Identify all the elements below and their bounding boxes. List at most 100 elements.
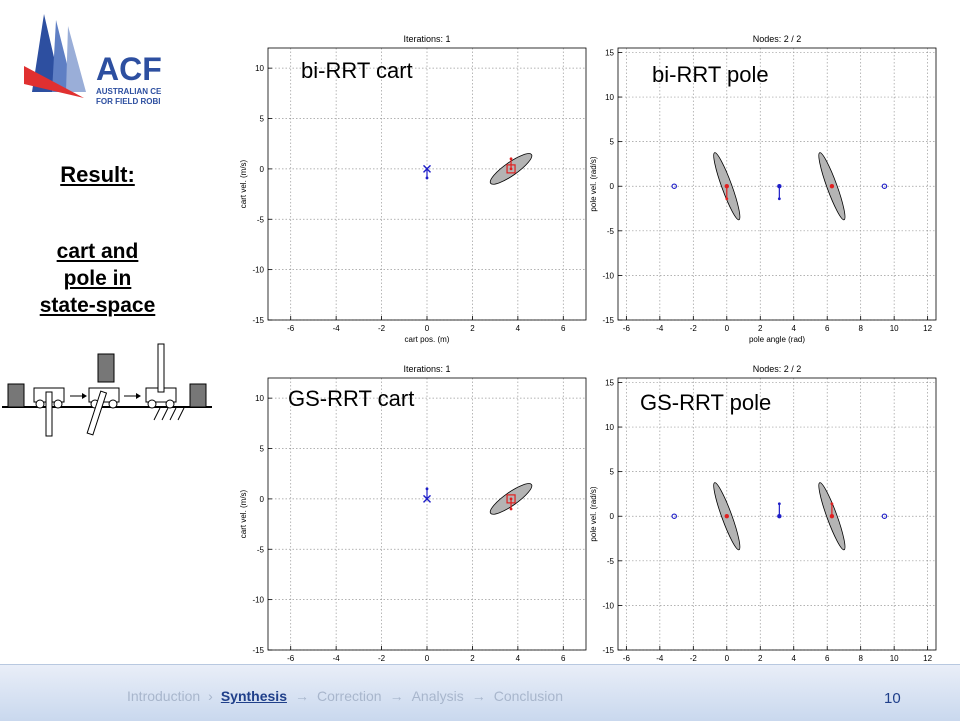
nav-separator: →: [294, 688, 309, 704]
x-tick-label: -4: [656, 324, 664, 333]
plot-overlay-label: bi-RRT pole: [652, 62, 769, 87]
x-tick-label: -4: [333, 654, 341, 663]
plot-overlay-label: GS-RRT cart: [288, 386, 415, 411]
description-line: state-space: [39, 294, 156, 317]
y-tick-label: -10: [252, 266, 264, 275]
goal-marker: [506, 494, 516, 504]
start-marker-stroke: [423, 164, 431, 173]
start-marker: [423, 164, 431, 173]
y-tick-label: 5: [610, 138, 615, 147]
x-tick-label: 6: [825, 654, 830, 663]
x-tick-label: 10: [890, 654, 899, 663]
y-tick-label: 10: [255, 64, 264, 73]
equilibrium-marker: [881, 183, 888, 189]
x-tick-label: 12: [923, 324, 932, 333]
section-breadcrumb: Introduction › Synthesis → Correction → Analys…: [127, 688, 571, 704]
acf-logo: ACF AUSTRALIAN CE FOR FIELD ROBI: [22, 12, 172, 130]
y-tick-label: 15: [605, 378, 614, 387]
y-axis-label: cart vel. (m/s): [239, 159, 248, 208]
plot-frame: [617, 377, 937, 651]
y-tick-label: -10: [602, 601, 614, 610]
y-tick-label: 0: [610, 512, 615, 521]
y-tick-label: -5: [257, 215, 265, 224]
tree-node: [509, 157, 513, 161]
y-tick-label: 10: [605, 93, 614, 102]
chart-title: Nodes: 2 / 2: [753, 34, 802, 44]
tree-node: [777, 197, 781, 201]
chart-bi-rrt-cart: Iterations: 1 -6 -4 -2 0 2 4 6 10 5 0 -5 -10 -15 cart …: [239, 34, 587, 344]
tree-node: [725, 197, 729, 201]
x-tick-label: 4: [516, 654, 521, 663]
cart-pole-illustration: [2, 340, 212, 440]
acf-logo-graphic: ACF AUSTRALIAN CE FOR FIELD ROBI: [24, 14, 162, 106]
tree-node: [509, 507, 513, 511]
x-tick-label: 12: [923, 654, 932, 663]
tree-node: [830, 502, 834, 506]
tree-node: [777, 502, 781, 506]
goal-marker: [506, 164, 516, 174]
footer-bar: [0, 664, 960, 721]
x-tick-label: -2: [690, 324, 698, 333]
plot-frame: [617, 47, 937, 321]
y-tick-label: 5: [260, 445, 265, 454]
y-tick-label: 0: [260, 165, 265, 174]
x-tick-label: -4: [656, 654, 664, 663]
x-axis-label: pole angle (rad): [749, 335, 805, 344]
state-point-marker: [724, 184, 729, 189]
state-point-marker: [829, 514, 835, 519]
y-tick-label: -5: [607, 227, 615, 236]
y-axis-label: cart vel. (m/s): [239, 489, 248, 538]
tree-node: [425, 176, 429, 180]
x-tick-label: -2: [378, 654, 386, 663]
x-tick-label: 2: [758, 654, 763, 663]
x-tick-label: -2: [690, 654, 698, 663]
equilibrium-marker: [671, 183, 677, 189]
result-description: cart and pole in state-space: [10, 238, 185, 319]
nav-separator: →: [471, 688, 486, 704]
nav-item-introduction[interactable]: Introduction: [127, 688, 201, 704]
x-tick-label: 4: [516, 324, 521, 333]
chart-title: Iterations: 1: [403, 34, 450, 44]
x-tick-label: -4: [333, 324, 341, 333]
result-heading: Result:: [60, 162, 135, 187]
y-axis-label: pole vel. (rad/s): [589, 156, 598, 211]
nav-item-correction[interactable]: Correction: [316, 688, 382, 704]
y-tick-label: 5: [260, 115, 265, 124]
nav-separator: ›: [208, 688, 213, 704]
y-tick-label: -15: [252, 646, 264, 655]
y-tick-label: -15: [252, 316, 264, 325]
state-point-marker: [829, 184, 835, 189]
x-tick-label: 0: [425, 654, 430, 663]
logo-acronym: ACF: [96, 51, 162, 87]
state-point-marker: [777, 514, 782, 519]
x-tick-label: 8: [858, 324, 863, 333]
x-tick-label: 0: [725, 324, 730, 333]
x-tick-label: 6: [561, 324, 566, 333]
plot-overlay-label: bi-RRT cart: [301, 58, 413, 83]
nav-item-analysis[interactable]: Analysis: [411, 688, 464, 704]
x-axis-label: cart pos. (m): [405, 335, 450, 344]
y-tick-label: 0: [260, 495, 265, 504]
chart-bi-rrt-pole: Nodes: 2 / 2 -6 -4 -2 0 2 4 6 8 10 12 15 10 5 0 -5 -10 -1…: [589, 34, 937, 344]
nav-item-conclusion[interactable]: Conclusion: [493, 688, 563, 704]
plot-bi-rrt-pole: Nodes: 2 / 2 -6 -4 -2 0 2 4 6 8 10 12 15 10 5 0 -5 -10 -1…: [578, 28, 948, 348]
y-tick-label: -5: [607, 557, 615, 566]
state-point-marker: [777, 184, 782, 189]
tree-node: [425, 487, 429, 491]
plot-gs-rrt-pole: Nodes: 2 / 2 -6 -4 -2 0 2 4 6 8 10 12 15 10 5 0 -5 -10 -1…: [578, 358, 948, 678]
description-line: cart and: [56, 240, 139, 263]
y-tick-label: -5: [257, 545, 265, 554]
x-tick-label: -6: [287, 324, 295, 333]
x-tick-label: -6: [623, 654, 631, 663]
plot-bi-rrt-cart: Iterations: 1 -6 -4 -2 0 2 4 6 10 5 0 -5 -10 -15 cart …: [228, 28, 598, 348]
x-tick-label: 6: [561, 654, 566, 663]
nav-item-synthesis[interactable]: Synthesis: [220, 688, 287, 704]
y-tick-label: 0: [610, 182, 615, 191]
x-tick-label: -6: [623, 324, 631, 333]
y-axis-label: pole vel. (rad/s): [589, 486, 598, 541]
logo-line1: AUSTRALIAN CE: [96, 87, 162, 96]
goal-marker-center: [509, 167, 513, 171]
goal-marker-center: [509, 497, 513, 501]
y-tick-label: -10: [602, 271, 614, 280]
plot-overlay-label: GS-RRT pole: [640, 390, 772, 415]
